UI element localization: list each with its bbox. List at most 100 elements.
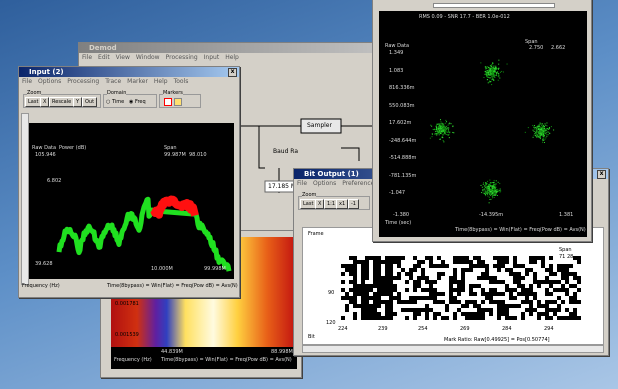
bit [385, 312, 389, 316]
sample-point [493, 190, 495, 192]
bit [437, 276, 441, 280]
sample-point [539, 129, 541, 131]
menu-item[interactable]: Options [313, 180, 337, 187]
sample-point [438, 130, 440, 132]
sample-point [490, 182, 492, 184]
menu-item[interactable]: Processing [67, 78, 100, 85]
constellation-points [429, 59, 555, 204]
menu-item[interactable]: Trace [105, 78, 122, 85]
sample-point [484, 183, 486, 185]
bit [425, 308, 429, 312]
menu-item[interactable]: Marker [127, 78, 148, 85]
bit [513, 288, 517, 292]
sample-point [439, 126, 441, 128]
sample-point [491, 185, 493, 187]
bit [489, 296, 493, 300]
bit [541, 280, 545, 284]
menu-item[interactable]: Processing [165, 54, 198, 61]
sample-point [489, 190, 491, 192]
span-label: Span [559, 247, 572, 253]
bit [425, 256, 429, 260]
scrollbar[interactable] [21, 113, 29, 285]
radio[interactable]: ○ Time [106, 99, 125, 105]
bit [417, 308, 421, 312]
bit [549, 272, 553, 276]
sample-point [506, 63, 508, 65]
button[interactable]: Out [82, 97, 98, 107]
bit [505, 316, 509, 320]
menu-item[interactable]: Options [38, 78, 62, 85]
menu-item[interactable]: View [115, 54, 130, 61]
trace-peak [150, 195, 199, 219]
menu-item[interactable]: File [82, 54, 93, 61]
sample-point [440, 127, 442, 129]
bit [569, 296, 573, 300]
bit [421, 296, 425, 300]
sample-point [494, 190, 496, 192]
sample-point [487, 74, 489, 76]
bit [545, 308, 549, 312]
button[interactable]: Last [25, 97, 42, 107]
sample-point [497, 188, 499, 190]
sample-point [496, 191, 498, 193]
menu-item[interactable]: Help [153, 78, 168, 85]
menu-item[interactable]: Window [135, 54, 160, 61]
bit [373, 296, 377, 300]
radio[interactable]: ◉ Freq [129, 99, 146, 105]
menu-item[interactable]: Edit [98, 54, 110, 61]
menu-item[interactable]: Input [203, 54, 220, 61]
bit [405, 308, 409, 312]
bit [401, 268, 405, 272]
bit [437, 264, 441, 268]
sample-point [498, 76, 500, 78]
button[interactable]: Rescale [49, 97, 75, 107]
bit [405, 300, 409, 304]
marker-swatch[interactable] [164, 98, 172, 106]
bit [393, 296, 397, 300]
close-button[interactable]: x [228, 68, 237, 77]
sample-point [483, 182, 485, 184]
sample-point [487, 193, 489, 195]
bit [573, 276, 577, 280]
sample-point [488, 202, 490, 204]
sample-point [539, 128, 541, 130]
button[interactable]: x1 [336, 199, 349, 209]
close-button[interactable]: x [597, 170, 606, 179]
bit [541, 260, 545, 264]
menu-item[interactable]: Preferences [342, 180, 378, 187]
sample-point [439, 132, 441, 134]
menu-item[interactable]: Tools [173, 78, 189, 85]
bit [549, 308, 553, 312]
sample-point [486, 187, 488, 189]
slider[interactable] [433, 3, 555, 8]
menu-item[interactable]: File [22, 78, 33, 85]
button[interactable]: -1 [348, 199, 359, 209]
scrollbar[interactable] [302, 345, 604, 353]
marker-swatch[interactable] [174, 98, 182, 106]
status-text: Mark Ratio: Raw[0.49925] = Pos[0.50774] [444, 337, 550, 343]
button[interactable]: X [315, 199, 325, 209]
sample-point [524, 131, 526, 133]
sample-point [452, 125, 454, 127]
sample-point [452, 131, 454, 133]
sample-point [492, 191, 494, 193]
bit [401, 256, 405, 260]
button[interactable]: Y [73, 97, 83, 107]
sample-point [535, 126, 537, 128]
sample-point [496, 191, 498, 193]
bit [361, 284, 365, 288]
bit [557, 296, 561, 300]
bit [409, 276, 413, 280]
button[interactable]: X [40, 97, 50, 107]
bit [577, 280, 581, 284]
sample-point [437, 129, 439, 131]
menu-item[interactable]: File [297, 180, 308, 187]
sample-point [444, 130, 446, 132]
bit [477, 304, 481, 308]
bit [373, 292, 377, 296]
sample-point [442, 126, 444, 128]
menu-item[interactable]: Help [225, 54, 239, 61]
bit [557, 316, 561, 320]
button[interactable]: Last [300, 199, 317, 209]
bit [453, 256, 457, 260]
